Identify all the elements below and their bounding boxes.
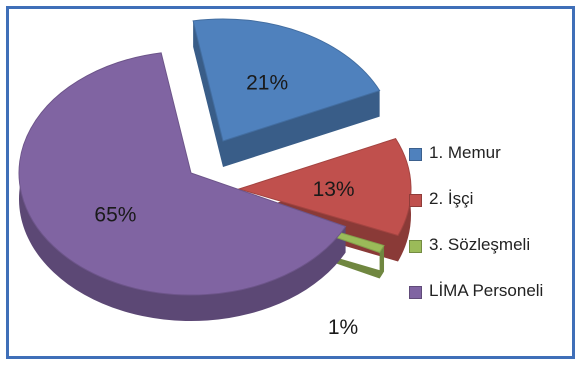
- legend: 1. Memur 2. İşçi 3. Sözleşmeli LİMA Pers…: [407, 141, 567, 325]
- pie-slice-memur: [192, 18, 381, 142]
- legend-label: LİMA Personeli: [429, 281, 544, 300]
- pie-chart: 21% 13% 1% 65%: [18, 18, 412, 339]
- data-label-memur: 21%: [246, 72, 288, 95]
- legend-label: 1. Memur: [429, 143, 501, 162]
- legend-label: 2. İşçi: [429, 189, 474, 208]
- legend-swatch: [409, 286, 422, 299]
- pie-slice-side-sozlesmeli: [225, 199, 385, 279]
- pie-slice-isci: [237, 138, 412, 237]
- pie-tops: [18, 18, 412, 296]
- legend-item-isci: 2. İşçi: [407, 187, 567, 233]
- data-label-lima-personeli: 65%: [94, 203, 136, 226]
- legend-item-lima-personeli: LİMA Personeli: [407, 279, 567, 325]
- legend-item-memur: 1. Memur: [407, 141, 567, 187]
- data-label-sozlesmeli: 1%: [328, 316, 358, 339]
- data-label-isci: 13%: [313, 178, 355, 201]
- legend-swatch: [409, 194, 422, 207]
- pie-slice-lima-personeli: [18, 52, 347, 296]
- legend-swatch: [409, 240, 422, 253]
- legend-item-sozlesmeli: 3. Sözleşmeli: [407, 233, 567, 279]
- legend-label: 3. Sözleşmeli: [429, 235, 531, 254]
- legend-swatch: [409, 148, 422, 161]
- chart-frame: 21% 13% 1% 65% 1. Memur 2. İşçi 3. Sözleşme…: [6, 6, 575, 359]
- pie-labels: 21% 13% 1% 65%: [94, 72, 358, 339]
